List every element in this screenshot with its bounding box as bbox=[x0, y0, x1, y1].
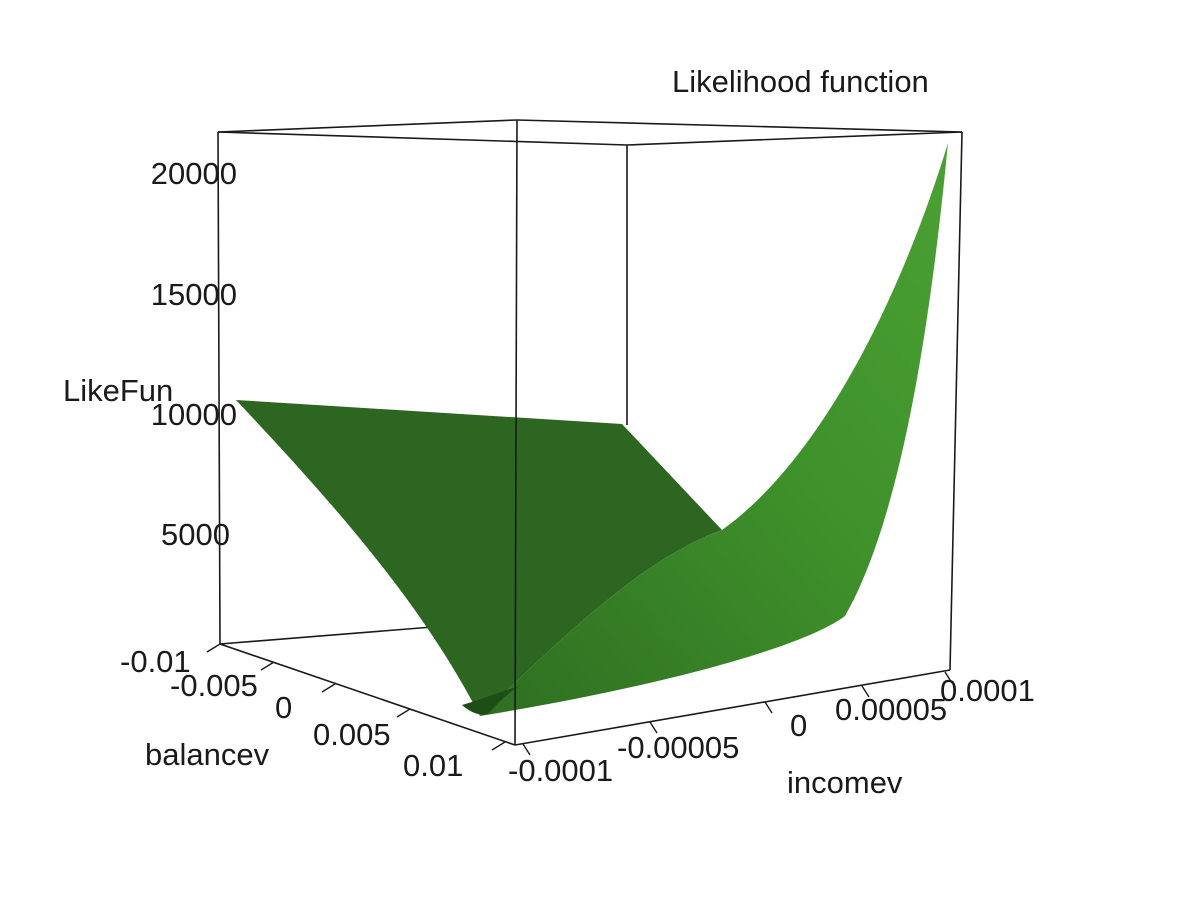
balancev-tick-mark bbox=[321, 683, 336, 693]
incomev-tick-label: -0.0001 bbox=[508, 753, 613, 788]
likefun-tick-label: 5000 bbox=[161, 517, 230, 552]
box-edge-top-right-back bbox=[516, 119, 963, 133]
balancev-tick-label: -0.005 bbox=[170, 668, 258, 703]
box-back-edges bbox=[217, 119, 963, 671]
incomev-tick-mark bbox=[649, 721, 658, 734]
box-edge-right-vertical bbox=[949, 131, 963, 671]
box-edge-top-left-front bbox=[217, 131, 628, 146]
incomev-tick-marks bbox=[522, 671, 953, 756]
incomev-tick-label: -0.00005 bbox=[617, 730, 739, 765]
box-edge-front-vertical bbox=[514, 119, 518, 746]
balancev-axis-line bbox=[219, 643, 516, 746]
box-edge-top-left-back bbox=[217, 119, 518, 133]
balancev-tick-mark bbox=[396, 708, 411, 718]
balancev-tick-label: 0.005 bbox=[313, 717, 391, 752]
incomev-tick-label: 0.00005 bbox=[835, 692, 947, 727]
surface-front-facet bbox=[480, 143, 948, 716]
balancev-tick-mark bbox=[206, 643, 221, 653]
box-edge-left-vertical bbox=[217, 131, 221, 645]
box-edge-top-right-front bbox=[626, 131, 963, 146]
incomev-tick-label: 0.0001 bbox=[940, 673, 1035, 708]
likefun-tick-label: 10000 bbox=[151, 397, 237, 432]
surface-back-facet bbox=[236, 400, 722, 716]
incomev-tick-mark bbox=[944, 671, 953, 684]
balancev-axis-label: balancev bbox=[145, 737, 270, 772]
incomev-tick-label: 0 bbox=[790, 708, 807, 743]
incomev-tick-mark bbox=[861, 685, 870, 698]
surface-valley-shade bbox=[462, 686, 520, 715]
balancev-tick-mark bbox=[491, 741, 506, 751]
likefun-tick-label: 15000 bbox=[151, 277, 237, 312]
balancev-tick-label: 0 bbox=[275, 690, 292, 725]
chart-title: Likelihood function bbox=[672, 64, 929, 99]
incomev-axis-line bbox=[514, 669, 951, 746]
incomev-tick-mark bbox=[764, 701, 773, 714]
incomev-tick-mark bbox=[522, 743, 531, 756]
balancev-tick-marks bbox=[206, 643, 506, 751]
likefun-tick-label: 20000 bbox=[151, 156, 237, 191]
balancev-tick-label: 0.01 bbox=[403, 748, 463, 783]
balancev-tick-label: -0.01 bbox=[120, 644, 191, 679]
incomev-axis-label: incomev bbox=[787, 765, 903, 800]
balancev-tick-mark bbox=[260, 661, 275, 671]
likefun-axis-label: LikeFun bbox=[63, 373, 173, 408]
